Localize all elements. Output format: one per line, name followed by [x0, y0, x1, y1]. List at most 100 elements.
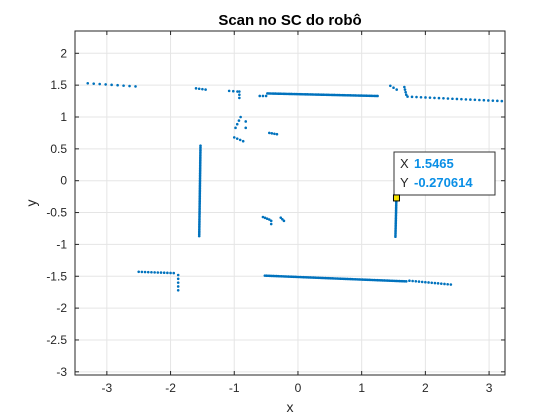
scan-point — [238, 90, 241, 93]
datatip-box — [393, 151, 496, 196]
scan-point — [263, 216, 267, 220]
scan-point — [451, 97, 454, 101]
scan-point — [491, 99, 495, 102]
scan-point — [408, 279, 411, 283]
y-tick-label: 0.5 — [50, 142, 67, 156]
scan-point — [172, 271, 176, 275]
scan-point — [244, 126, 248, 130]
scan-point — [153, 271, 156, 274]
scan-point — [137, 270, 140, 274]
scan-point — [420, 280, 424, 284]
scan-point — [238, 138, 242, 142]
scan-point — [442, 97, 445, 100]
datatip-y-label: Y — [400, 175, 409, 190]
scan-point — [176, 288, 180, 292]
scan-point — [428, 96, 432, 99]
scan-point — [176, 277, 180, 281]
scan-point — [258, 94, 262, 98]
x-tick-label: -3 — [102, 381, 113, 395]
scan-point — [500, 99, 504, 103]
scan-point — [241, 139, 245, 143]
scan-point — [404, 90, 407, 94]
scan-point — [473, 98, 477, 102]
scan-point — [197, 234, 201, 238]
scan-point — [194, 87, 198, 90]
scan-point — [403, 88, 407, 91]
y-tick-label: -2.5 — [46, 333, 67, 347]
x-tick-label: 3 — [486, 381, 493, 395]
x-tick-label: -2 — [165, 381, 176, 395]
scan-point — [176, 285, 180, 288]
y-tick-label: 2 — [60, 46, 67, 60]
scan-point — [134, 85, 137, 88]
scan-point — [159, 271, 163, 274]
scan-point — [440, 282, 443, 285]
scan-point — [234, 126, 237, 130]
x-tick-label: 2 — [422, 381, 429, 395]
scan-point — [424, 280, 427, 284]
grid — [75, 31, 505, 375]
scan-point — [404, 280, 408, 283]
scan-point — [122, 84, 125, 87]
datatip[interactable]: X 1.5465 Y -0.270614 — [392, 151, 496, 202]
scan-point — [414, 280, 418, 283]
scan-point — [235, 137, 239, 140]
scan-point — [403, 85, 406, 89]
scan-point — [424, 96, 427, 99]
scan-point — [269, 219, 273, 223]
scan-point — [411, 279, 414, 283]
scan-point — [150, 270, 153, 274]
y-tick-label: 0 — [60, 174, 67, 188]
scan-point — [86, 81, 90, 85]
datatip-y-value: -0.270614 — [414, 175, 473, 190]
scan-point — [239, 115, 242, 119]
y-tick-label: 1 — [60, 110, 67, 124]
scan-point — [201, 87, 204, 91]
y-axis-label: y — [23, 200, 39, 207]
scan-point — [270, 132, 274, 135]
scan-point — [204, 88, 207, 91]
scan-point — [104, 83, 107, 86]
scan-point — [238, 96, 241, 100]
datatip-x-value: 1.5465 — [414, 156, 454, 171]
scan-point — [496, 99, 499, 103]
scan-point — [238, 93, 241, 96]
scan-point — [227, 89, 231, 93]
scan-point — [237, 119, 241, 122]
x-tick-label: 0 — [295, 381, 302, 395]
scan-point — [433, 281, 437, 285]
y-tick-label: -0.5 — [46, 206, 67, 220]
scan-point — [482, 98, 486, 102]
scan-point — [146, 270, 150, 274]
scan-point — [469, 98, 472, 101]
scan-point — [443, 282, 446, 286]
scan-point — [264, 94, 268, 98]
scan-point — [128, 84, 131, 88]
datatip-marker[interactable] — [392, 194, 400, 202]
scan-point — [169, 271, 172, 275]
scan-point — [415, 95, 418, 99]
scan-point — [417, 280, 421, 283]
scan-point — [176, 273, 180, 277]
y-tick-label: -1.5 — [46, 269, 67, 283]
scan-point — [427, 281, 430, 284]
ticks: -3 -2 -1 0 1 2 3 -3 -2.5 -2 -1.5 -1 -0.5 0 0.5 1 1.5 2 — [46, 31, 505, 395]
scan-point — [261, 94, 265, 98]
scan-point — [116, 83, 119, 87]
scan-point — [156, 271, 160, 274]
scan-point — [236, 90, 239, 93]
scan-point — [162, 271, 166, 275]
scan-point — [110, 83, 113, 87]
y-tick-label: -3 — [56, 365, 67, 379]
scan-point — [419, 95, 423, 99]
x-axis-label: x — [287, 399, 294, 415]
scan-point — [197, 87, 201, 91]
scan-point — [244, 120, 248, 123]
scan-point — [446, 97, 450, 100]
scan-point — [392, 86, 395, 89]
scan-point — [446, 282, 449, 286]
scan-point — [281, 217, 284, 221]
scan-point — [92, 82, 96, 85]
